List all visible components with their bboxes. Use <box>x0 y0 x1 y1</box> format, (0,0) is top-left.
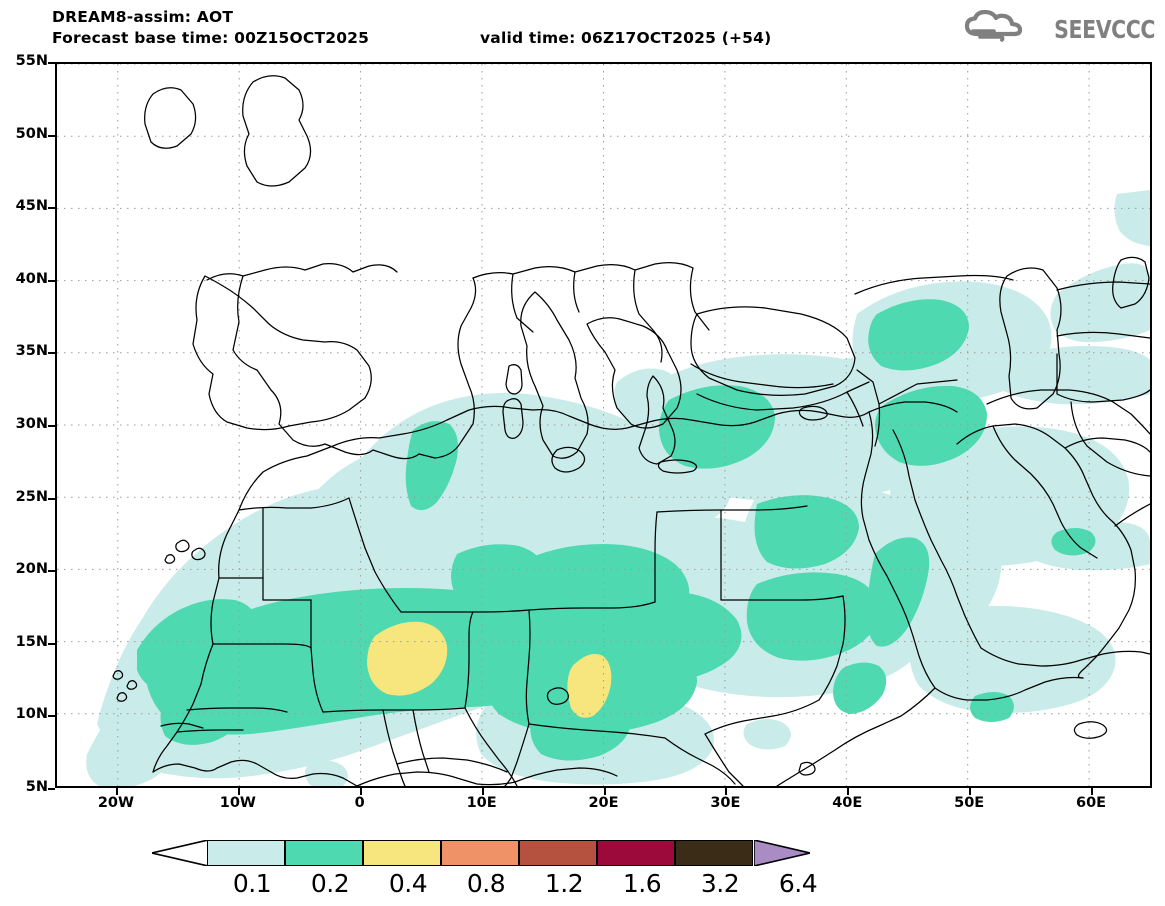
y-axis-tick-label: 40N <box>15 270 48 287</box>
coastline-layer <box>112 75 1150 786</box>
x-axis-tick-label: 40E <box>832 795 863 811</box>
x-axis-tick <box>603 788 606 795</box>
colorbar-over-arrow <box>754 840 810 866</box>
colorbar-tick-label: 1.2 <box>544 869 584 898</box>
x-axis-tick <box>847 788 850 795</box>
x-axis-tick <box>969 788 972 795</box>
colorbar-band <box>597 840 676 866</box>
y-axis-tick-label: 35N <box>15 343 48 360</box>
y-axis-tick <box>48 497 55 500</box>
y-axis-tick <box>48 134 55 137</box>
colorbar-under-arrow <box>152 840 208 866</box>
gridlines <box>57 64 1150 786</box>
colorbar-tick-label: 6.4 <box>778 869 818 898</box>
colorbar-tick-label: 0.1 <box>232 869 272 898</box>
x-axis-tick-label: 10W <box>219 795 256 811</box>
y-axis-tick-label: 15N <box>15 633 48 650</box>
y-axis-tick-label: 10N <box>15 706 48 723</box>
colorbar-band <box>675 840 754 866</box>
colorbar-tick-label: 0.4 <box>388 869 428 898</box>
cloud-wind-icon <box>964 9 1026 48</box>
y-axis-tick <box>48 62 55 64</box>
y-axis-tick-label: 50N <box>15 125 48 142</box>
y-axis-tick <box>48 425 55 427</box>
forecast-base-time: Forecast base time: 00Z15OCT2025 <box>52 29 370 47</box>
colorbar-band <box>519 840 598 866</box>
y-axis-tick-label: 5N <box>25 779 48 795</box>
page-title: DREAM8-assim: AOT <box>52 8 234 26</box>
x-axis-tick-label: 30E <box>710 795 741 811</box>
logo-text: SEEVCCC <box>1054 14 1155 44</box>
x-axis-tick-label: 60E <box>1076 795 1107 811</box>
aot-contour-fill-layer <box>86 190 1150 786</box>
x-axis-tick-label: 10E <box>466 795 497 811</box>
colorbar-band <box>441 840 520 866</box>
y-axis-tick-label: 20N <box>15 561 48 578</box>
y-axis-tick <box>48 788 55 790</box>
x-axis-tick <box>359 788 362 795</box>
y-axis-tick <box>48 279 55 282</box>
map-canvas <box>57 64 1150 786</box>
y-axis-tick-label: 30N <box>15 416 48 432</box>
x-axis-tick-label: 20E <box>588 795 619 811</box>
y-axis-tick <box>48 715 55 718</box>
y-axis-tick <box>48 642 55 645</box>
colorbar-bands <box>152 840 810 866</box>
colorbar-band <box>207 840 286 866</box>
colorbar[interactable]: 0.1 0.2 0.4 0.8 1.2 1.6 3.2 6.4 <box>0 836 1165 906</box>
x-axis-tick-label: 20W <box>97 795 135 811</box>
x-axis-tick <box>237 788 240 795</box>
x-axis-tick <box>115 788 118 795</box>
colorbar-band <box>363 840 442 866</box>
y-axis-tick-label: 45N <box>15 198 48 215</box>
aot-band-0.4-0.8 <box>367 621 612 718</box>
x-axis-tick-label: 0 <box>354 795 365 811</box>
x-axis-tick-label: 50E <box>954 795 985 811</box>
y-axis-tick-label: 25N <box>15 488 48 505</box>
y-axis-tick-label: 55N <box>15 53 48 69</box>
y-axis-tick <box>48 570 55 573</box>
colorbar-tick-label: 0.2 <box>310 869 350 898</box>
x-axis-tick <box>481 788 484 795</box>
y-axis-tick <box>48 352 55 355</box>
chart-header: DREAM8-assim: AOT Forecast base time: 00… <box>0 0 1165 60</box>
colorbar-tick-label: 1.6 <box>622 869 662 898</box>
colorbar-tick-label: 3.2 <box>700 869 740 898</box>
colorbar-band <box>285 840 364 866</box>
y-axis-tick <box>48 207 55 210</box>
x-axis-tick <box>725 788 728 795</box>
forecast-valid-time: valid time: 06Z17OCT2025 (+54) <box>480 29 772 47</box>
seevccc-logo: SEEVCCC <box>964 8 1155 50</box>
aot-map-plot[interactable] <box>55 62 1152 788</box>
colorbar-tick-label: 0.8 <box>466 869 506 898</box>
x-axis-tick <box>1091 788 1094 795</box>
